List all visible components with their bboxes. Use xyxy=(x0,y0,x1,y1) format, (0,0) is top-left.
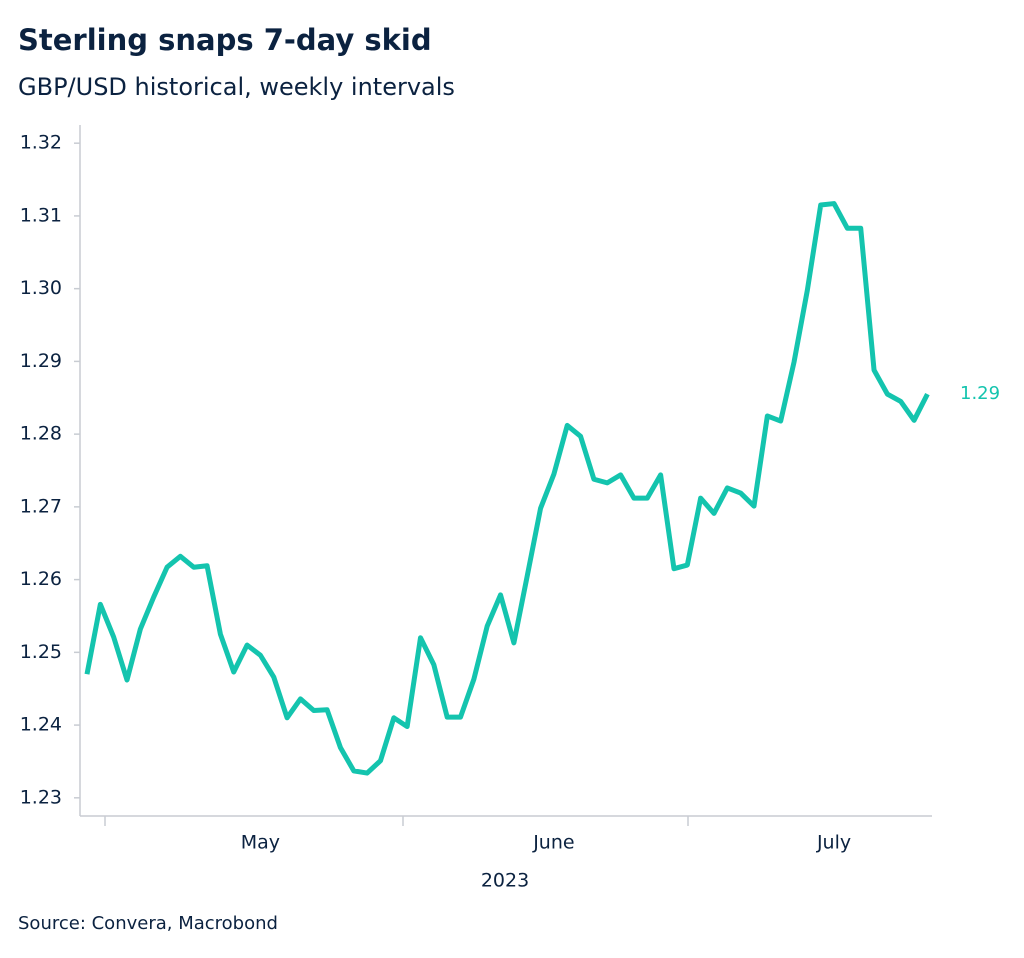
y-tick-label: 1.31 xyxy=(20,204,62,226)
y-tick-label: 1.28 xyxy=(20,423,62,445)
chart-title: Sterling snaps 7-day skid xyxy=(18,23,432,57)
chart-subtitle: GBP/USD historical, weekly intervals xyxy=(18,73,455,101)
y-tick-label: 1.24 xyxy=(20,714,62,736)
y-tick-label: 1.23 xyxy=(20,786,62,808)
y-tick-label: 1.25 xyxy=(20,641,62,663)
x-tick-label: June xyxy=(532,832,574,854)
y-tick-label: 1.26 xyxy=(20,568,62,590)
source: Source: Convera, Macrobond xyxy=(18,913,278,934)
y-tick-label: 1.29 xyxy=(20,350,62,372)
y-tick-label: 1.27 xyxy=(20,495,62,517)
x-tick-label: May xyxy=(241,832,280,854)
y-tick-label: 1.30 xyxy=(20,277,62,299)
end-value-label: 1.29 xyxy=(960,383,1000,404)
x-tick-label: July xyxy=(816,832,851,854)
line xyxy=(84,201,930,776)
y-tick-label: 1.32 xyxy=(20,132,62,154)
x-axis-label: 2023 xyxy=(481,870,529,892)
